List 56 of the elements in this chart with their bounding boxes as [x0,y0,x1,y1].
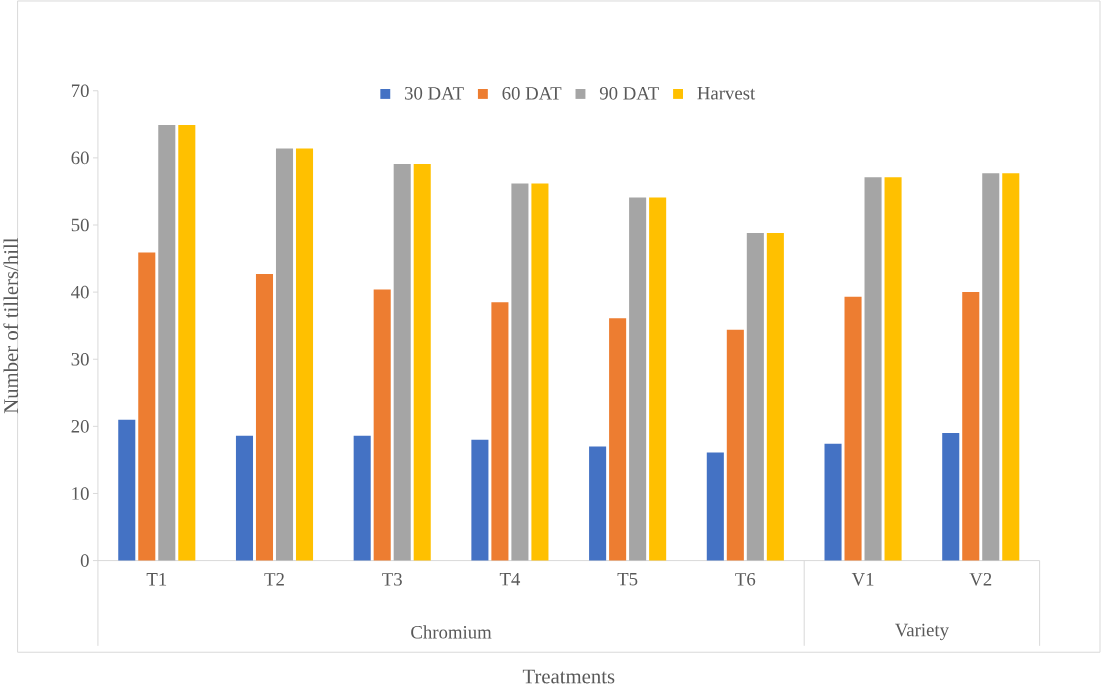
bar [255,274,274,561]
bar [942,433,960,561]
x-tick-label: T3 [382,573,402,586]
bar [235,435,254,561]
text: Chromium [411,625,492,639]
legend-label: 90 DAT [599,87,659,100]
bar [844,296,862,561]
x-axis-title: Treatments [522,669,615,684]
bar [982,173,1000,561]
bar [609,318,627,561]
bar [531,183,549,561]
bar [884,177,902,561]
bar [138,252,156,561]
y-tick-label: 40 [71,285,89,299]
bar [629,197,647,561]
bar [295,148,314,561]
y-tick-label: 60 [71,151,89,165]
y-tick-label: 0 [80,554,89,568]
bar [1002,173,1020,561]
bar [158,125,176,561]
x-tick-label: T2 [264,573,284,586]
y-axis-title: Number of tillers/hill [3,238,19,414]
bar [726,329,744,561]
bar [393,164,411,561]
y-tick-label: 30 [71,353,89,366]
x-tick-label: T1 [146,573,167,586]
bar [178,125,196,561]
x-tick-label: T4 [499,573,521,586]
x-tick-label: V1 [851,573,874,586]
bar [864,177,882,561]
y-tick-label: 70 [71,84,89,98]
bar [766,233,784,561]
bar [353,435,371,561]
legend-label: Harvest [697,87,756,100]
legend-label: 30 DAT [405,87,464,100]
bar [962,292,980,561]
legend-label: 60 DAT [502,87,562,100]
x-tick-label: V2 [969,573,992,586]
bar [275,148,294,561]
bar [511,183,529,561]
x-tick-label: T6 [735,573,756,586]
bar [373,289,391,561]
bar [589,446,607,561]
bar [706,452,724,561]
bar [491,302,509,561]
x-tick-label: T5 [617,573,638,586]
bar [824,443,842,561]
y-tick-label: 50 [71,218,89,232]
bar [118,419,136,561]
y-tick-label: 20 [71,420,89,433]
bar [471,439,489,561]
y-tick-label: 10 [72,487,89,500]
bar [413,164,431,561]
bar [746,233,764,561]
text: Variety [895,623,949,641]
bar [649,197,667,561]
